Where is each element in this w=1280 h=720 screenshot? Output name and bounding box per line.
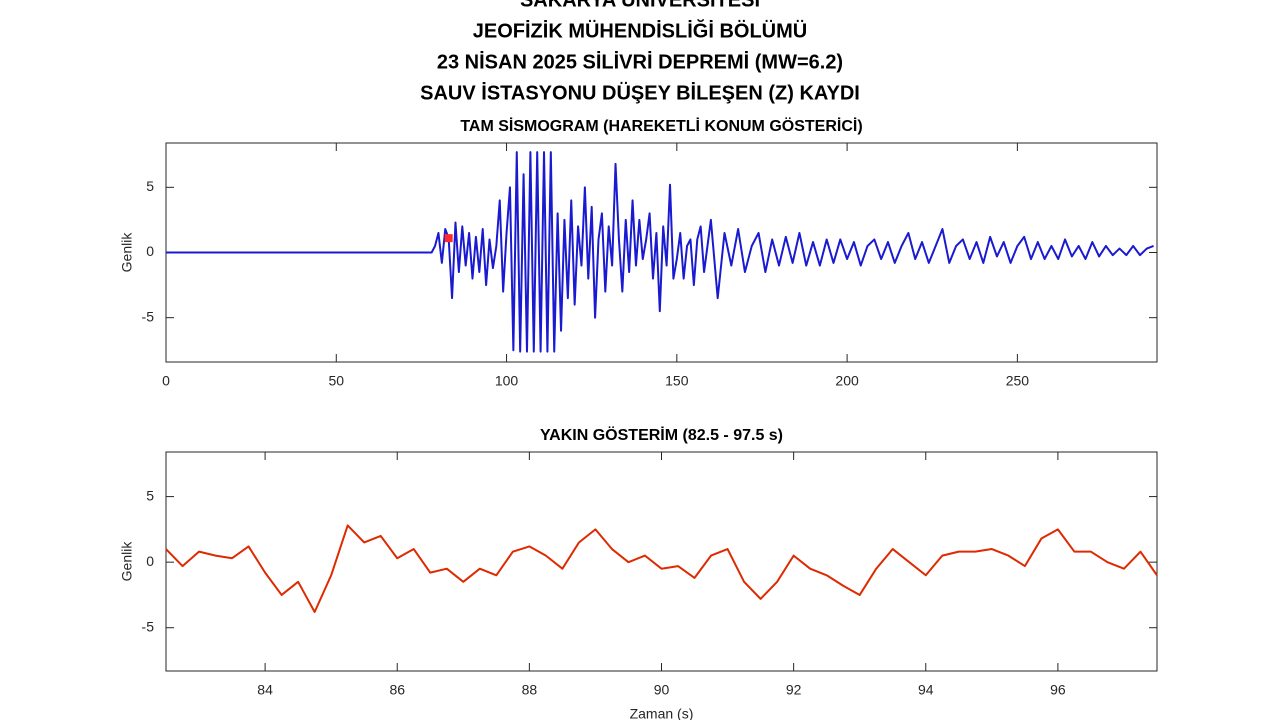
header-line: SAKARYA ÜNİVERSİTESİ <box>520 0 760 11</box>
x-tick-label: 50 <box>328 373 344 389</box>
plot-area <box>165 451 1158 672</box>
x-tick-label: 100 <box>495 373 519 389</box>
y-tick-label: 0 <box>146 243 154 259</box>
chart-title: TAM SİSMOGRAM (HAREKETLİ KONUM GÖSTERİCİ… <box>460 116 862 135</box>
x-tick-label: 90 <box>654 682 670 698</box>
x-tick-label: 94 <box>918 682 934 698</box>
y-tick-label: 0 <box>146 553 154 569</box>
x-tick-label: 88 <box>522 682 538 698</box>
data-line <box>166 151 1154 353</box>
y-axis-label: Genlik <box>119 232 135 273</box>
x-tick-label: 92 <box>786 682 802 698</box>
x-tick-label: 150 <box>665 373 689 389</box>
y-axis-label: Genlik <box>119 541 135 582</box>
x-tick-label: 84 <box>257 682 273 698</box>
data-line <box>165 524 1158 613</box>
x-tick-label: 250 <box>1006 373 1030 389</box>
header-line: 23 NİSAN 2025 SİLİVRİ DEPREMİ (MW=6.2) <box>437 50 843 73</box>
y-tick-label: -5 <box>142 308 155 324</box>
header-line: SAUV İSTASYONU DÜŞEY BİLEŞEN (Z) KAYDI <box>420 81 860 104</box>
y-tick-label: 5 <box>146 487 154 503</box>
x-tick-label: 0 <box>162 373 170 389</box>
y-tick-label: 5 <box>146 178 154 194</box>
x-tick-label: 96 <box>1050 682 1066 698</box>
x-tick-label: 200 <box>835 373 859 389</box>
header-line: JEOFİZİK MÜHENDİSLİĞİ BÖLÜMÜ <box>473 18 807 42</box>
x-axis-label: Zaman (s) <box>630 706 694 720</box>
position-marker <box>444 234 453 243</box>
x-tick-label: 86 <box>389 682 405 698</box>
y-tick-label: -5 <box>142 618 155 634</box>
chart-title: YAKIN GÖSTERİM (82.5 - 97.5 s) <box>540 425 783 444</box>
